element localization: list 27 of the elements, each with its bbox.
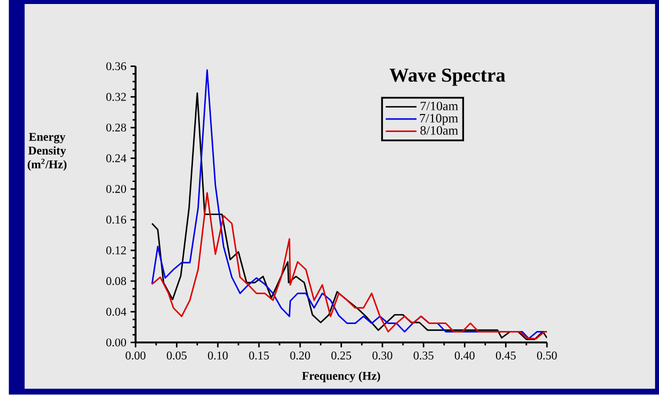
x-tick-label: 0.25 [331,352,352,360]
x-tick-label: 0.15 [249,352,269,360]
x-tick-label: 0.30 [372,352,392,360]
y-tick-label: 0.20 [106,185,126,194]
legend-label: 7/10am [420,102,458,110]
y-tick-label: 0.28 [106,124,126,132]
y-tick-label: 0.12 [106,246,126,255]
x-tick-label: 0.45 [496,352,516,360]
y-tick-label: 0.04 [106,308,126,316]
x-tick-label: 0.05 [166,352,187,360]
y-tick-label: 0.08 [106,277,126,286]
chart-title: Wave Spectra [390,68,506,86]
y-tick-label: 0.36 [106,62,126,70]
y-tick-label: 0.16 [106,216,126,224]
legend-label: 7/10pm [420,114,458,126]
y-axis-title: Energy Density (m$^{2}$/Hz) [28,133,66,171]
x-tick-label: 0.00 [126,352,146,360]
legend-label: 8/10am [420,126,458,135]
x-tick-label: 0.40 [454,352,475,360]
x-tick-label: 0.20 [290,352,310,360]
x-tick-label: 0.50 [537,352,557,360]
y-tick-label: 0.24 [106,154,126,162]
x-tick-label: 0.10 [208,352,228,360]
y-tick-label: 0.32 [106,93,126,102]
x-axis-title: Frequency (Hz) [302,372,380,382]
x-tick-label: 0.35 [414,352,434,360]
y-tick-label: 0.00 [106,338,126,347]
